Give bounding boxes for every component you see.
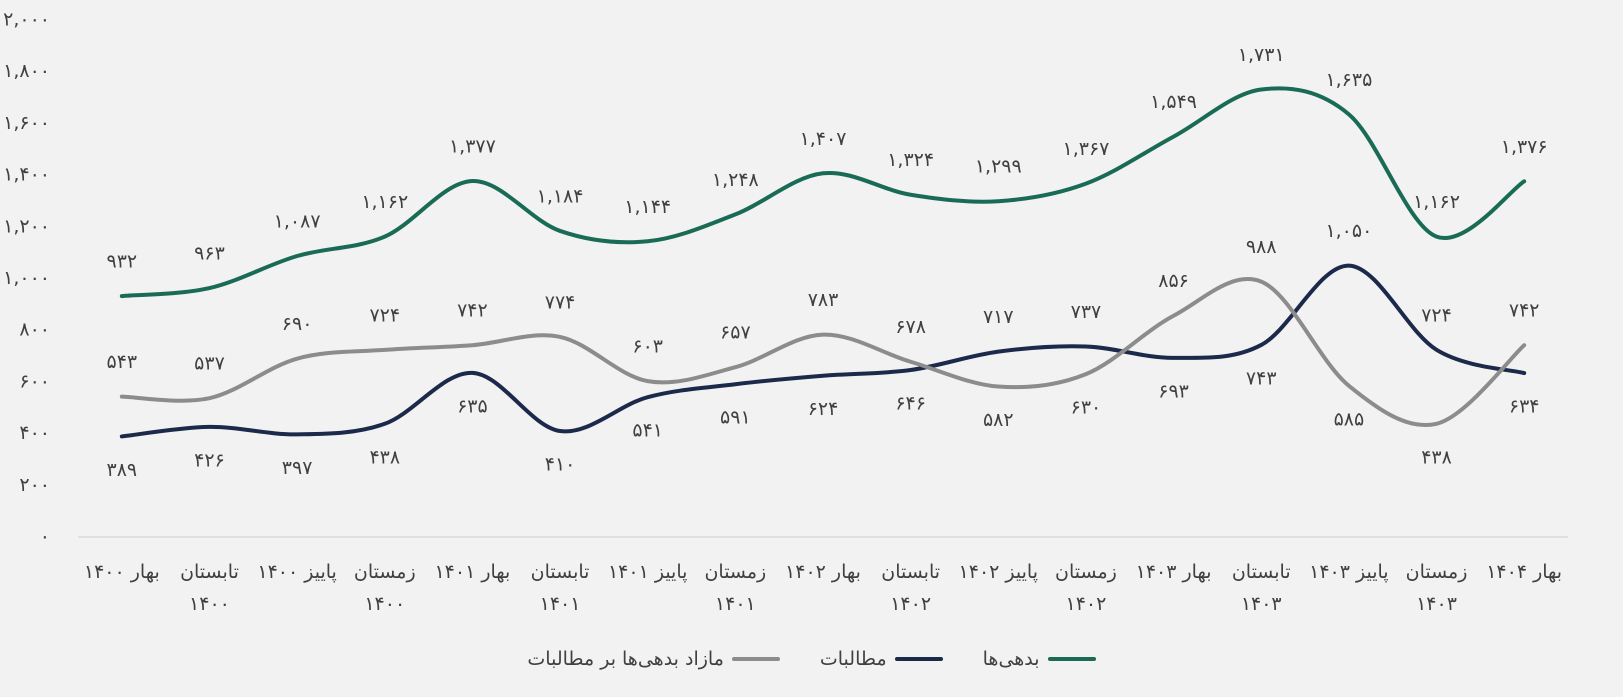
x-tick-label: تابستان ۱۴۰۱ [530, 561, 590, 615]
legend-label: مازاد بدهی‌ها بر مطالبات [527, 648, 724, 670]
y-tick-label: ۱,۸۰۰ [3, 60, 50, 82]
data-label: ۴۳۸ [1421, 446, 1452, 468]
data-label: ۷۲۴ [369, 304, 400, 326]
data-label: ۶۲۴ [808, 398, 839, 420]
y-tick-label: ۴۰۰ [19, 422, 50, 444]
data-label: ۷۷۴ [545, 291, 576, 313]
data-label: ۷۴۳ [1246, 367, 1277, 389]
data-label: ۴۱۰ [545, 454, 576, 476]
data-label: ۳۸۹ [107, 459, 138, 481]
x-tick-label: پاییز ۱۴۰۳ [1309, 561, 1389, 583]
data-label: ۱,۲۹۹ [975, 156, 1022, 178]
x-tick-label: پاییز ۱۴۰۲ [958, 561, 1038, 583]
x-tick-label: تابستان ۱۴۰۲ [881, 561, 941, 615]
x-tick-label: بهار ۱۴۰۱ [434, 561, 511, 583]
legend: بدهی‌ها مطالبات مازاد بدهی‌ها بر مطالبات [0, 648, 1623, 670]
x-tick-label: بهار ۱۴۰۴ [1486, 561, 1563, 583]
data-label: ۱,۲۴۸ [712, 169, 759, 191]
data-label: ۷۳۷ [1071, 301, 1102, 323]
legend-swatch [894, 657, 943, 661]
data-label: ۳۹۷ [282, 457, 313, 479]
data-label: ۱,۳۶۷ [1063, 138, 1110, 160]
data-label: ۶۰۳ [632, 336, 663, 358]
data-label: ۱,۰۵۰ [1325, 220, 1372, 242]
data-label: ۶۳۵ [457, 395, 488, 417]
data-label: ۱,۱۴۴ [624, 196, 671, 218]
data-label: ۹۶۳ [194, 243, 225, 265]
y-tick-label: ۱,۰۰۰ [3, 267, 50, 289]
y-tick-label: ۱,۲۰۰ [3, 215, 50, 237]
data-label: ۱,۵۴۹ [1150, 91, 1197, 113]
x-tick-label: بهار ۱۴۰۰ [83, 561, 160, 583]
data-label: ۱,۱۶۲ [1413, 191, 1460, 213]
data-label: ۹۸۸ [1246, 236, 1277, 258]
legend-item: مازاد بدهی‌ها بر مطالبات [527, 648, 780, 670]
legend-label: بدهی‌ها [982, 648, 1040, 670]
data-label: ۴۳۸ [369, 446, 400, 468]
data-label: ۵۳۷ [194, 353, 225, 375]
data-label: ۱,۷۳۱ [1238, 44, 1285, 66]
data-label: ۷۸۳ [808, 289, 839, 311]
data-label: ۱,۴۰۷ [800, 128, 847, 150]
data-label: ۷۲۴ [1421, 304, 1452, 326]
y-tick-label: ۱,۶۰۰ [3, 112, 50, 134]
x-tick-label: زمستان ۱۴۰۰ [353, 561, 416, 615]
data-label: ۱,۶۳۵ [1325, 69, 1372, 91]
y-tick-label: ۸۰۰ [19, 319, 50, 341]
data-label: ۸۵۶ [1158, 270, 1189, 292]
line-series [119, 86, 1527, 299]
x-tick-label: زمستان ۱۴۰۲ [1055, 561, 1117, 615]
legend-label: مطالبات [819, 648, 887, 670]
data-label: ۴۲۶ [194, 449, 225, 471]
data-label: ۶۴۶ [895, 393, 926, 415]
data-label: ۱,۳۲۴ [887, 149, 934, 171]
data-label: ۷۴۲ [1509, 300, 1540, 322]
data-label: ۷۱۷ [983, 306, 1014, 328]
data-label: ۵۴۱ [632, 420, 663, 442]
data-label: ۱,۳۷۷ [449, 136, 496, 158]
x-tick-label: پاییز ۱۴۰۰ [257, 561, 337, 583]
data-label: ۷۴۲ [457, 300, 488, 322]
data-label: ۶۳۴ [1509, 396, 1540, 418]
legend-swatch [1047, 657, 1096, 661]
y-tick-label: ۰ [40, 526, 50, 548]
legend-item: مطالبات [820, 648, 943, 670]
x-tick-label: تابستان ۱۴۰۰ [180, 561, 239, 615]
y-tick-label: ۲۰۰ [19, 474, 50, 496]
data-label: ۵۴۳ [107, 351, 138, 373]
data-label: ۵۸۲ [983, 409, 1014, 431]
data-label: ۱,۱۶۲ [361, 191, 408, 213]
y-tick-label: ۱,۴۰۰ [3, 164, 50, 186]
y-tick-label: ۲,۰۰۰ [3, 9, 50, 31]
data-label: ۹۳۲ [107, 251, 138, 273]
data-label: ۱,۳۷۶ [1501, 136, 1548, 158]
x-tick-label: زمستان ۱۴۰۳ [1405, 561, 1468, 615]
x-tick-label: بهار ۱۴۰۳ [1135, 561, 1212, 583]
data-label: ۵۹۱ [720, 407, 751, 429]
x-tick-label: زمستان ۱۴۰۱ [704, 561, 767, 615]
data-label: ۱,۰۸۷ [274, 211, 321, 233]
data-label: ۱,۱۸۴ [537, 185, 584, 207]
line-series [119, 277, 1527, 427]
data-label: ۶۳۰ [1071, 397, 1102, 419]
line-series [119, 263, 1527, 439]
data-label: ۶۹۳ [1158, 380, 1189, 402]
x-tick-label: بهار ۱۴۰۲ [785, 561, 861, 583]
data-label: ۶۷۸ [895, 316, 926, 338]
x-tick-label: پاییز ۱۴۰۱ [607, 561, 688, 583]
data-label: ۶۹۰ [282, 313, 313, 335]
legend-swatch [731, 657, 780, 661]
data-label: ۵۸۵ [1334, 408, 1365, 430]
legend-item: بدهی‌ها [983, 648, 1096, 670]
x-tick-label: تابستان ۱۴۰۳ [1231, 561, 1291, 615]
y-tick-label: ۶۰۰ [19, 370, 50, 392]
data-label: ۶۵۷ [720, 322, 751, 344]
